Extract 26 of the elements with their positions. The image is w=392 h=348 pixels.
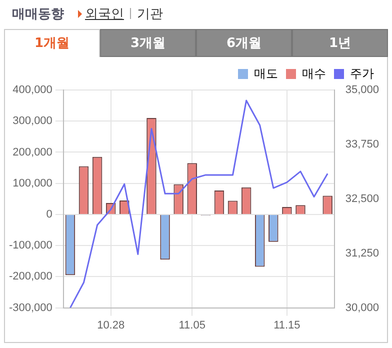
- y-tick-label: 200,000: [12, 146, 52, 158]
- y2-tick-label: 33,750: [345, 138, 380, 150]
- y-tick-label: -200,000: [8, 270, 52, 283]
- y-tick-label: 0: [46, 208, 52, 220]
- x-tick-label: 11.05: [178, 319, 206, 332]
- y2-tick-label: 32,500: [345, 192, 380, 205]
- text: 외국인: [85, 7, 124, 22]
- x-tick-label: 11.15: [274, 319, 300, 332]
- y-tick-label: 100,000: [12, 177, 52, 190]
- legend-label: 주가: [350, 66, 374, 80]
- legend-label: 매수: [302, 66, 326, 80]
- y-tick-label: -300,000: [8, 302, 52, 314]
- y2-tick-label: 30,000: [345, 302, 380, 314]
- y-tick-label: 300,000: [12, 115, 52, 128]
- text: 6개월: [196, 29, 292, 57]
- text: 기관: [137, 7, 163, 22]
- y-tick-label: -100,000: [8, 240, 52, 252]
- text: 1개월: [4, 29, 100, 57]
- text: 3개월: [100, 29, 196, 57]
- x-tick-label: 10.28: [97, 319, 125, 332]
- y2-tick-label: 35,000: [345, 84, 380, 96]
- legend-label: 매도: [254, 66, 278, 80]
- text: 1년: [292, 29, 388, 57]
- chart-title: 매매동향: [12, 7, 64, 22]
- y2-tick-label: 31,250: [345, 247, 380, 260]
- y-tick-label: 400,000: [12, 84, 52, 96]
